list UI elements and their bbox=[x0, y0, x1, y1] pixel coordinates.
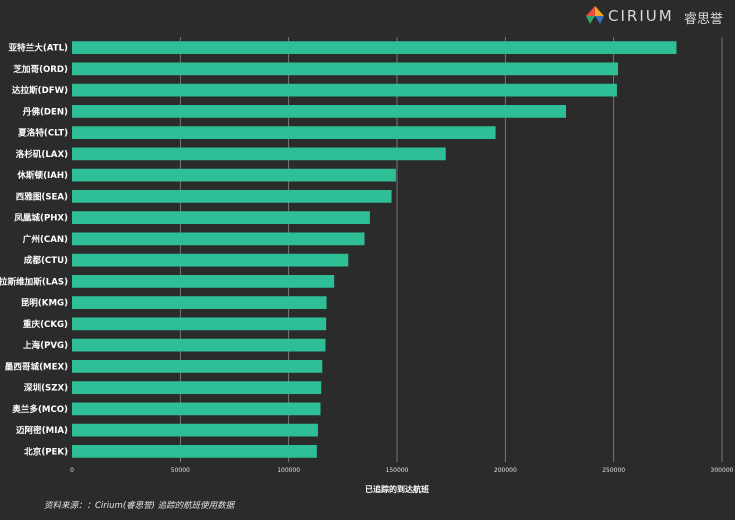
x-tick-label: 50000 bbox=[171, 467, 190, 474]
bar bbox=[72, 317, 327, 331]
category-label: 成都(CTU) bbox=[24, 254, 68, 266]
bars bbox=[72, 41, 677, 458]
bar bbox=[72, 445, 317, 458]
source-note: 资料来源：：Cirium(睿思誉) 追踪的航班使用数据 bbox=[44, 501, 235, 511]
x-tick-label: 250000 bbox=[602, 467, 625, 474]
bar bbox=[72, 83, 617, 97]
category-label: 上海(PVG) bbox=[23, 339, 68, 351]
cirium-logo-mark bbox=[586, 6, 604, 24]
cirium-chinese-name: 睿思誉 bbox=[684, 12, 724, 27]
x-tick-label: 0 bbox=[70, 467, 74, 474]
category-label: 拉斯维加斯(LAS) bbox=[0, 275, 68, 287]
cirium-wordmark: CIRIUM bbox=[608, 7, 674, 25]
category-label: 奥兰多(MCO) bbox=[11, 403, 68, 415]
category-label: 深圳(SZX) bbox=[24, 382, 68, 394]
bar bbox=[72, 253, 349, 267]
category-label: 西雅图(SEA) bbox=[16, 190, 68, 202]
x-tick-label: 150000 bbox=[386, 467, 409, 474]
category-label: 休斯顿(IAH) bbox=[16, 169, 68, 181]
category-label: 亚特兰大(ATL) bbox=[8, 42, 68, 54]
bar bbox=[72, 211, 370, 224]
x-tick-label: 100000 bbox=[277, 467, 300, 474]
bar bbox=[72, 423, 318, 437]
category-label: 凤凰城(PHX) bbox=[14, 212, 68, 224]
bar bbox=[72, 296, 327, 309]
grid-lines bbox=[179, 37, 723, 462]
category-labels: 亚特兰大(ATL) 芝加哥(ORD) 达拉斯(DFW) 丹佛(DEN) 夏洛特(CLT)… bbox=[0, 42, 68, 458]
bar bbox=[72, 190, 392, 203]
bar bbox=[72, 402, 321, 416]
bar bbox=[72, 360, 323, 373]
bar bbox=[72, 62, 618, 76]
category-label: 芝加哥(ORD) bbox=[13, 63, 68, 75]
category-label: 昆明(KMG) bbox=[21, 298, 68, 309]
x-axis-tick-labels: 0 50000 100000 150000 200000 250000 300000 bbox=[70, 467, 734, 474]
category-label: 墨西哥城(MEX) bbox=[5, 360, 68, 372]
cirium-logo: CIRIUM 睿思誉 bbox=[584, 4, 732, 30]
bar bbox=[72, 381, 322, 394]
category-label: 重庆(CKG) bbox=[23, 318, 68, 330]
bar bbox=[72, 232, 365, 246]
bar bbox=[72, 275, 335, 288]
category-label: 北京(PEK) bbox=[24, 445, 68, 457]
category-label: 丹佛(DEN) bbox=[23, 105, 68, 117]
bar bbox=[72, 126, 496, 139]
x-tick-label: 300000 bbox=[711, 467, 734, 474]
category-label: 迈阿密(MIA) bbox=[16, 424, 68, 436]
category-label: 洛杉矶(LAX) bbox=[16, 148, 68, 160]
x-axis-title: 已追踪的到达航班 bbox=[365, 484, 429, 494]
bar bbox=[72, 105, 566, 118]
bar bbox=[72, 168, 396, 182]
bar bbox=[72, 41, 677, 54]
category-label: 广州(CAN) bbox=[23, 233, 68, 245]
x-tick-label: 200000 bbox=[494, 467, 517, 474]
bar bbox=[72, 147, 446, 161]
category-label: 夏洛特(CLT) bbox=[17, 127, 68, 139]
category-label: 达拉斯(DFW) bbox=[12, 84, 68, 96]
bar bbox=[72, 338, 326, 352]
